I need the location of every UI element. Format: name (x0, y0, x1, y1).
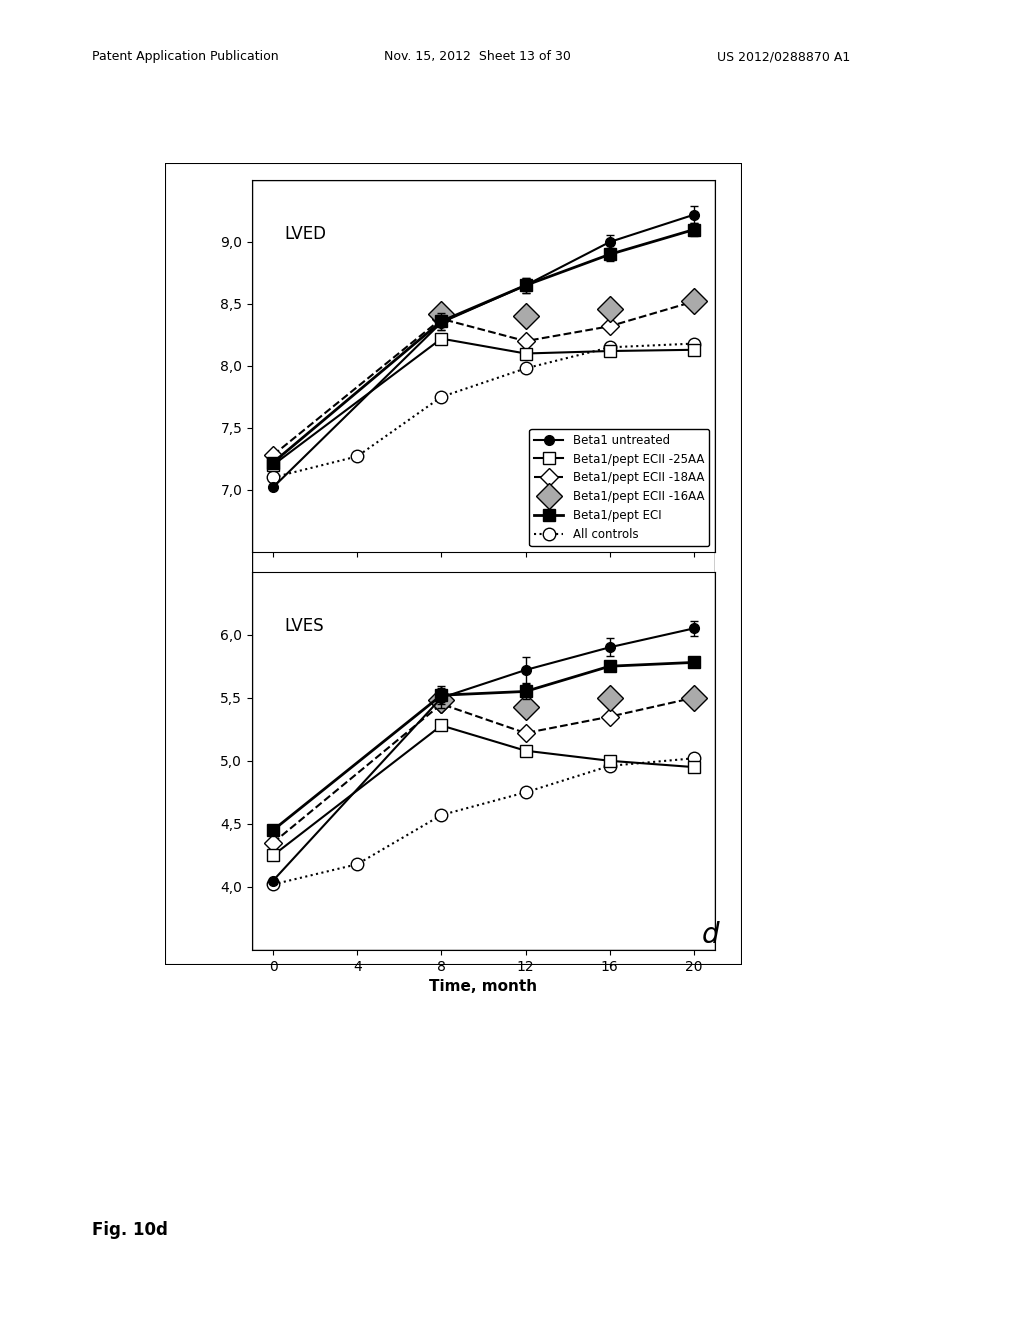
Text: Patent Application Publication: Patent Application Publication (92, 50, 279, 63)
Text: Nov. 15, 2012  Sheet 13 of 30: Nov. 15, 2012 Sheet 13 of 30 (384, 50, 570, 63)
Text: LVED: LVED (285, 224, 327, 243)
Text: d: d (701, 921, 719, 949)
Text: US 2012/0288870 A1: US 2012/0288870 A1 (717, 50, 850, 63)
Text: LVES: LVES (285, 616, 324, 635)
Legend: Beta1 untreated, Beta1/pept ECII -25AA, Beta1/pept ECII -18AA, Beta1/pept ECII -: Beta1 untreated, Beta1/pept ECII -25AA, … (529, 429, 709, 546)
Text: Fig. 10d: Fig. 10d (92, 1221, 168, 1239)
X-axis label: Time, month: Time, month (429, 979, 538, 994)
